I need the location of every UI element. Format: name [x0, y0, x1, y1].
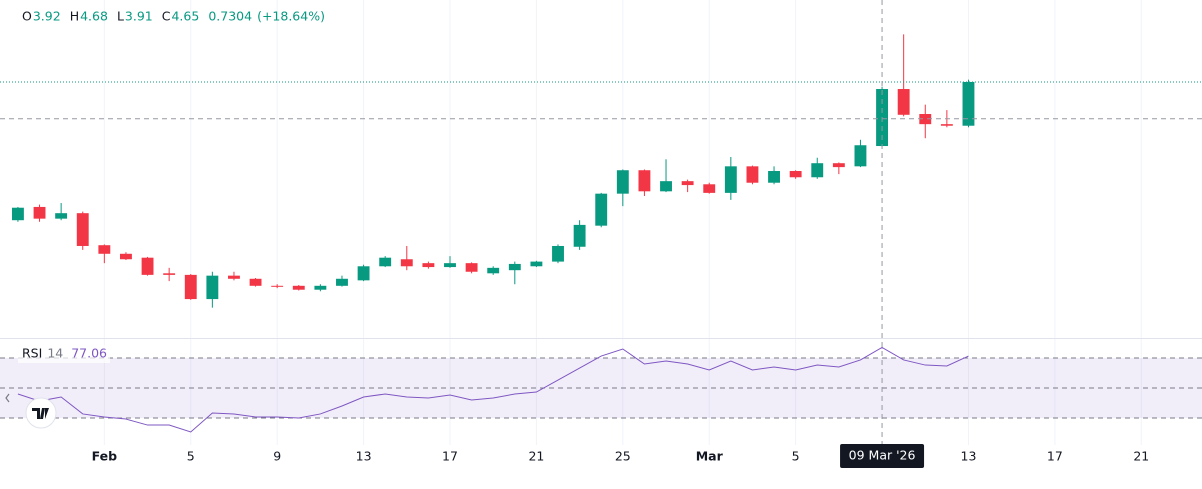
- x-tick-label: 21: [1133, 449, 1149, 464]
- candle-body: [595, 193, 608, 226]
- x-tick-label: Mar: [696, 449, 724, 464]
- rsi-length: 14: [47, 346, 63, 361]
- x-tick-label: 21: [528, 449, 544, 464]
- candle-body: [897, 89, 910, 115]
- scroll-arrow[interactable]: [5, 393, 10, 403]
- candle-body: [508, 263, 521, 271]
- ohlc-label: O: [22, 9, 32, 24]
- candle-body: [616, 170, 629, 194]
- candle-body: [768, 171, 780, 183]
- ohlc-value: 3.91: [125, 9, 153, 24]
- change-value: 0.7304: [208, 9, 252, 24]
- candle-body: [33, 206, 46, 219]
- candle-body: [444, 263, 456, 268]
- candle-body: [228, 275, 240, 279]
- rsi-legend-bg: [18, 345, 110, 363]
- candle-body: [854, 145, 867, 167]
- ohlc-value: 4.65: [171, 9, 199, 24]
- candle-body: [660, 181, 672, 192]
- candle-body: [573, 224, 586, 247]
- logo-mark: [32, 408, 49, 419]
- candle-body: [357, 266, 370, 281]
- candle-body: [400, 259, 413, 267]
- candle-body: [120, 253, 132, 260]
- candle-body: [487, 267, 500, 274]
- candle-body: [789, 171, 802, 178]
- candle-body: [249, 278, 262, 286]
- candle-body: [422, 263, 435, 268]
- x-tick-label: 5: [187, 449, 195, 464]
- x-tick-label: Feb: [92, 449, 118, 464]
- candle-body: [811, 163, 824, 178]
- candle-body: [746, 166, 759, 183]
- candle-body: [465, 263, 478, 272]
- x-tick-label: 17: [1047, 449, 1063, 464]
- candle-body: [11, 207, 24, 221]
- ohlc-value: 4.68: [80, 9, 108, 24]
- candle-body: [76, 213, 89, 246]
- rsi-line: [17, 346, 969, 433]
- candle-body: [552, 245, 564, 262]
- crosshair-label: 09 Mar '26: [849, 448, 916, 463]
- logo-circle[interactable]: [25, 397, 57, 429]
- x-tick-label: 13: [356, 449, 372, 464]
- candle-body: [314, 285, 327, 290]
- candle-body: [703, 184, 716, 193]
- candle-body: [55, 213, 68, 219]
- ohlc-label: C: [162, 9, 171, 24]
- candle-body: [184, 274, 197, 300]
- candle-body: [724, 166, 737, 193]
- change-percent: (+18.64%): [257, 9, 325, 24]
- rsi-name: RSI: [22, 346, 42, 361]
- x-tick-label: 13: [961, 449, 977, 464]
- candle-body: [141, 257, 154, 275]
- candle-body: [163, 273, 176, 275]
- candle-body: [336, 278, 348, 286]
- x-tick-label: 25: [615, 449, 631, 464]
- ohlc-value: 3.92: [33, 9, 61, 24]
- candle-body: [379, 257, 392, 267]
- candle-body: [919, 114, 932, 125]
- candle-body: [962, 81, 975, 126]
- ohlc-label: L: [117, 9, 124, 24]
- candle-body: [638, 170, 651, 192]
- candle-body: [681, 181, 694, 186]
- candle-body: [98, 245, 111, 254]
- logo[interactable]: [25, 397, 57, 429]
- candle-body: [530, 261, 543, 267]
- x-tick-label: 9: [273, 449, 281, 464]
- crosshair-label-box: [840, 444, 925, 468]
- candle-body: [940, 124, 953, 126]
- candle-body: [832, 163, 845, 168]
- candle-body: [271, 285, 284, 287]
- candle-body: [206, 275, 219, 300]
- candle-body: [292, 285, 305, 290]
- x-tick-label: 17: [442, 449, 458, 464]
- ohlc-label: H: [70, 9, 79, 24]
- rsi-value: 77.06: [71, 346, 107, 361]
- x-tick-label: 5: [792, 449, 800, 464]
